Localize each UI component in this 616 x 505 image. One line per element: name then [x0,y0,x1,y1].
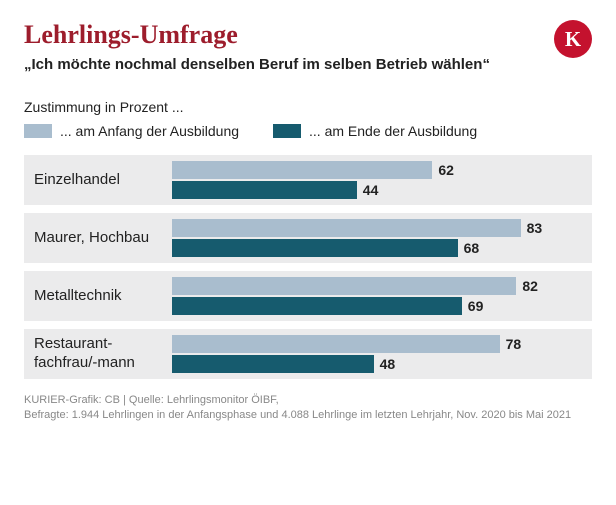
bar-wrap: 44 [172,181,592,199]
bar-value: 62 [438,162,454,178]
bar-value: 78 [506,336,522,352]
chart-row: Maurer, Hochbau 83 68 [24,213,592,263]
row-label: Restaurant-fachfrau/-mann [24,329,172,379]
bar-value: 44 [363,182,379,198]
legend-label-end: ... am Ende der Ausbildung [309,123,477,139]
footer-line-1: KURIER-Grafik: CB | Quelle: Lehrlingsmon… [24,393,592,408]
bar-wrap: 82 [172,277,592,295]
bar-value: 68 [464,240,480,256]
header: Lehrlings-Umfrage „Ich möchte nochmal de… [24,20,592,73]
legend-swatch-end [273,124,301,138]
bar-wrap: 62 [172,161,592,179]
legend-item-start: ... am Anfang der Ausbildung [24,123,239,139]
chart-row: Metalltechnik 82 69 [24,271,592,321]
brand-logo: K [554,20,592,58]
legend-swatch-start [24,124,52,138]
bar-start [172,161,432,179]
row-label: Einzelhandel [24,155,172,205]
bar-wrap: 68 [172,239,592,257]
bar-value: 69 [468,298,484,314]
row-bars: 83 68 [172,213,592,263]
bar-start [172,277,516,295]
bar-start [172,219,521,237]
brand-logo-letter: K [565,27,581,52]
bar-wrap: 48 [172,355,592,373]
bar-value: 82 [522,278,538,294]
footer-line-2: Befragte: 1.944 Lehrlingen in der Anfang… [24,408,592,423]
row-label: Maurer, Hochbau [24,213,172,263]
legend: ... am Anfang der Ausbildung ... am Ende… [24,123,592,139]
bar-chart: Einzelhandel 62 44 Maurer, Hochbau 83 68 Metal… [24,155,592,379]
bar-value: 83 [527,220,543,236]
chart-row: Einzelhandel 62 44 [24,155,592,205]
bar-wrap: 78 [172,335,592,353]
row-label: Metalltechnik [24,271,172,321]
bar-end [172,355,374,373]
row-bars: 82 69 [172,271,592,321]
chart-title: Lehrlings-Umfrage [24,20,490,50]
bar-wrap: 83 [172,219,592,237]
bar-end [172,297,462,315]
bar-end [172,239,458,257]
chart-container: Lehrlings-Umfrage „Ich möchte nochmal de… [0,0,616,439]
bar-value: 48 [380,356,396,372]
legend-label-start: ... am Anfang der Ausbildung [60,123,239,139]
bar-end [172,181,357,199]
legend-item-end: ... am Ende der Ausbildung [273,123,477,139]
row-bars: 78 48 [172,329,592,379]
chart-subtitle: „Ich möchte nochmal denselben Beruf im s… [24,56,490,73]
bar-start [172,335,500,353]
title-block: Lehrlings-Umfrage „Ich möchte nochmal de… [24,20,490,73]
bar-wrap: 69 [172,297,592,315]
legend-title: Zustimmung in Prozent ... [24,99,592,115]
footer: KURIER-Grafik: CB | Quelle: Lehrlingsmon… [24,393,592,423]
row-bars: 62 44 [172,155,592,205]
chart-row: Restaurant-fachfrau/-mann 78 48 [24,329,592,379]
